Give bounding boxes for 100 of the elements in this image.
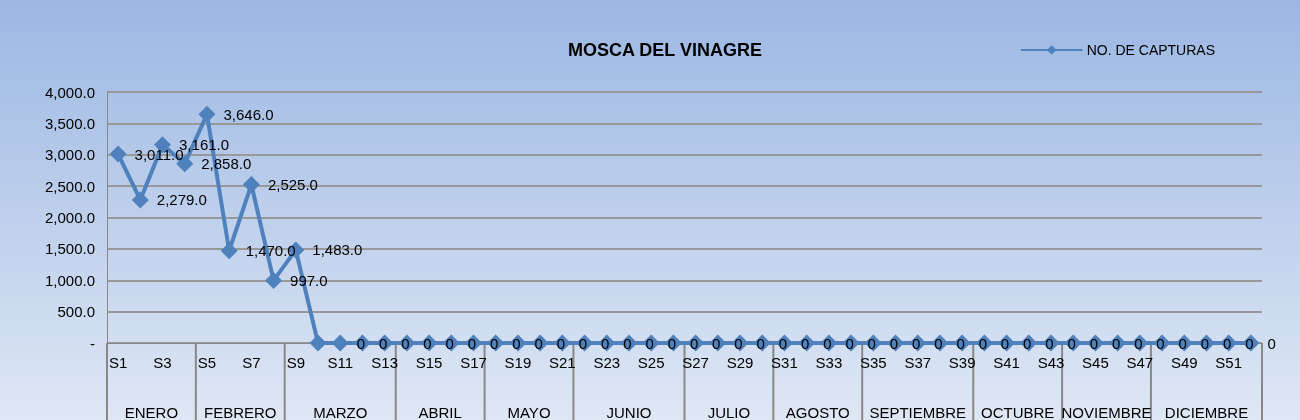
data-label: 0 xyxy=(1111,334,1121,352)
text: JULIO xyxy=(707,403,751,420)
x-tick-label: S19 xyxy=(504,354,532,371)
data-label: 997.0 xyxy=(290,271,328,289)
x-tick-label: S51 xyxy=(1215,354,1243,371)
point xyxy=(109,145,127,163)
text: OCTUBRE xyxy=(981,403,1055,420)
point xyxy=(131,191,149,209)
y-tick-label: 1,000.0 xyxy=(44,271,95,289)
text: NOVIEMBRE xyxy=(1061,403,1152,420)
x-tick-label: S21 xyxy=(548,354,576,371)
data-label: 0 xyxy=(1023,334,1032,352)
y-tick-label: 4,000.0 xyxy=(44,83,95,101)
data-label: 0 xyxy=(423,334,432,352)
text: ABRIL xyxy=(418,403,462,420)
x-tick-label: S35 xyxy=(859,354,887,371)
x-tick-label: S45 xyxy=(1082,354,1109,371)
x-tick-label: S27 xyxy=(682,354,709,371)
data-label: 0 xyxy=(978,334,987,352)
data-label: 1,470.0 xyxy=(245,242,296,260)
data-label: 0 xyxy=(712,334,721,352)
data-label: 0 xyxy=(445,334,454,352)
data-label: 0 xyxy=(756,334,765,352)
data-label: 0 xyxy=(823,334,832,352)
data-label: 0 xyxy=(623,334,632,352)
x-tick-label: S7 xyxy=(242,354,261,371)
x-tick-label: S5 xyxy=(197,354,217,371)
data-label: 0 xyxy=(689,334,699,352)
x-tick-label: S43 xyxy=(1037,354,1065,371)
text: DICIEMBRE xyxy=(1164,403,1249,420)
x-tick-label: S29 xyxy=(726,354,754,371)
x-tick-label: S11 xyxy=(327,354,354,371)
x-tick-label: S17 xyxy=(460,354,487,371)
data-label: 0 xyxy=(1134,334,1143,352)
chart-title: MOSCA DEL VINAGRE xyxy=(567,40,763,60)
x-tick-label: S23 xyxy=(593,354,621,371)
data-label: 0 xyxy=(1000,334,1010,352)
legend-label: NO. DE CAPTURAS xyxy=(1086,42,1216,58)
data-label: 0 xyxy=(889,334,899,352)
text: ENERO xyxy=(124,403,179,420)
y-tick-label: - xyxy=(90,334,95,352)
data-label: 0 xyxy=(467,334,477,352)
data-label: 0 xyxy=(601,334,610,352)
text: FEBRERO xyxy=(204,403,277,420)
x-tick-label: S9 xyxy=(286,354,305,371)
y-tick-label: 2,000.0 xyxy=(44,209,95,226)
data-label: 0 xyxy=(956,334,965,352)
data-label: 0 xyxy=(1200,334,1210,352)
data-label: 0 xyxy=(1156,334,1165,352)
x-tick-label: S15 xyxy=(415,354,443,371)
data-label: 0 xyxy=(1089,334,1099,352)
data-label: 0 xyxy=(1045,334,1054,352)
data-label: 0 xyxy=(734,334,743,352)
text: JUNIO xyxy=(606,403,652,420)
x-tick-label: S39 xyxy=(948,354,976,371)
text: SEPTIEMBRE xyxy=(869,403,967,420)
x-tick-label: S47 xyxy=(1126,354,1154,371)
x-tick-label: S37 xyxy=(904,354,932,371)
y-tick-label: 3,000.0 xyxy=(44,146,95,164)
point xyxy=(242,176,260,194)
data-label: 0 xyxy=(867,334,876,352)
data-label: 0 xyxy=(1267,334,1276,352)
x-tick-label: S13 xyxy=(371,354,398,371)
data-label: 0 xyxy=(645,334,654,352)
point xyxy=(198,105,216,123)
data-label: 0 xyxy=(800,334,810,352)
data-label: 0 xyxy=(401,334,410,352)
data-label: 0 xyxy=(667,334,677,352)
data-label: 2,525.0 xyxy=(267,176,318,194)
data-label: 0 xyxy=(489,334,499,352)
x-tick-label: S31 xyxy=(771,354,798,371)
y-tick-label: 2,500.0 xyxy=(44,177,95,195)
x-tick-label: S33 xyxy=(815,354,843,371)
data-label: 2,858.0 xyxy=(201,155,252,173)
data-label: 1,483.0 xyxy=(312,241,363,259)
data-label: 0 xyxy=(845,334,854,352)
x-tick-label: S25 xyxy=(637,354,665,371)
x-tick-label: S41 xyxy=(993,354,1020,371)
data-label: 0 xyxy=(556,334,565,352)
data-label: 0 xyxy=(912,334,921,352)
y-tick-label: 500.0 xyxy=(57,303,95,321)
text: MAYO xyxy=(507,403,551,420)
data-label: 0 xyxy=(512,334,521,352)
point xyxy=(309,334,327,352)
data-label: 0 xyxy=(578,334,588,352)
data-label: 0 xyxy=(534,334,543,352)
data-label: 0 xyxy=(356,334,366,352)
data-label: 0 xyxy=(1245,334,1254,352)
y-tick-label: 3,500.0 xyxy=(44,114,95,132)
text: MARZO xyxy=(313,403,368,420)
point xyxy=(331,334,349,352)
x-tick-label: S1 xyxy=(108,354,128,371)
x-tick-label: S3 xyxy=(153,354,172,371)
point xyxy=(265,271,283,289)
data-label: 0 xyxy=(1222,334,1232,352)
y-tick-label: 1,500.0 xyxy=(44,240,95,258)
x-tick-label: S49 xyxy=(1170,354,1198,371)
text: AGOSTO xyxy=(785,403,850,420)
data-label: 3,646.0 xyxy=(223,105,274,123)
data-label: 0 xyxy=(778,334,788,352)
